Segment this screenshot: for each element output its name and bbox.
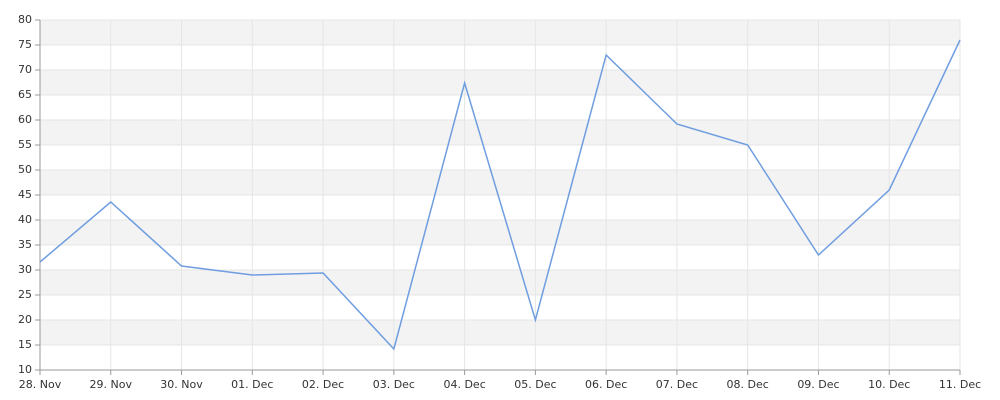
y-tick-label: 45 [18,188,32,201]
x-tick-label: 02. Dec [302,378,344,391]
grid-band [40,170,960,195]
y-tick-label: 15 [18,338,32,351]
y-tick-label: 70 [18,63,32,76]
y-tick-label: 30 [18,263,32,276]
x-tick-label: 30. Nov [160,378,203,391]
y-tick-label: 35 [18,238,32,251]
grid-band [40,120,960,145]
y-tick-label: 50 [18,163,32,176]
grid-band [40,270,960,295]
y-tick-label: 20 [18,313,32,326]
x-tick-label: 28. Nov [19,378,62,391]
x-tick-label: 07. Dec [656,378,698,391]
y-tick-label: 10 [18,363,32,376]
y-tick-label: 60 [18,113,32,126]
y-tick-label: 80 [18,13,32,26]
x-tick-label: 08. Dec [727,378,769,391]
x-tick-label: 06. Dec [585,378,627,391]
x-tick-label: 05. Dec [514,378,556,391]
y-tick-label: 40 [18,213,32,226]
grid-band [40,220,960,245]
x-tick-label: 04. Dec [443,378,485,391]
line-series [39,39,961,351]
y-tick-label: 55 [18,138,32,151]
y-tick-label: 65 [18,88,32,101]
y-tick-label: 75 [18,38,32,51]
grid-band [40,320,960,345]
grid-band [40,20,960,45]
x-tick-label: 03. Dec [373,378,415,391]
x-tick-label: 29. Nov [90,378,133,391]
x-tick-label: 09. Dec [797,378,839,391]
x-tick-label: 01. Dec [231,378,273,391]
x-tick-label: 10. Dec [868,378,910,391]
x-tick-label: 11. Dec [939,378,981,391]
y-tick-label: 25 [18,288,32,301]
grid-band [40,70,960,95]
